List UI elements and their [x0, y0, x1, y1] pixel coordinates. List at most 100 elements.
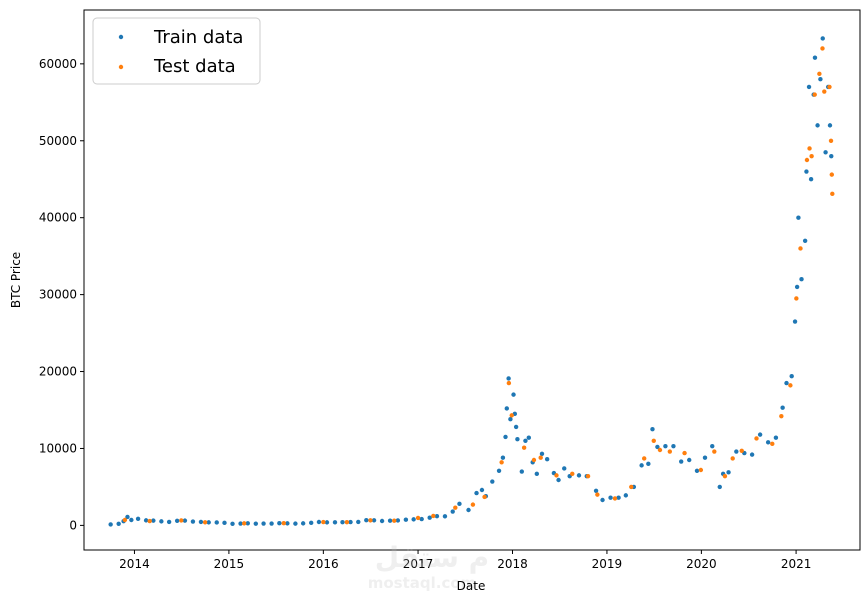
train-data-point [238, 521, 243, 526]
test-data-point [415, 515, 421, 521]
x-axis-label: Date [457, 579, 486, 593]
x-tick-label: 2019 [592, 557, 623, 571]
train-data-point [511, 392, 516, 397]
train-data-point [508, 417, 513, 422]
train-data-point [442, 514, 448, 519]
test-data-series [122, 46, 835, 526]
train-data-point [395, 518, 401, 523]
test-data-point [392, 518, 397, 523]
train-data-point [159, 519, 164, 524]
train-data-point [300, 521, 306, 526]
train-data-point [616, 495, 621, 500]
train-data-point [450, 509, 455, 514]
test-data-point [147, 518, 152, 524]
watermark-text: mostaql.com [368, 574, 477, 592]
y-tick-label: 10000 [39, 441, 77, 455]
watermark-logo-glyphs: م ستقل [375, 541, 489, 574]
test-data-point [779, 413, 784, 419]
train-data-point [182, 518, 188, 523]
x-tick-label: 2017 [403, 557, 434, 571]
train-data-point [679, 459, 684, 464]
train-data-point [474, 490, 479, 496]
train-data-point [523, 438, 528, 443]
train-data-point [792, 319, 798, 324]
train-data-series [108, 36, 834, 527]
train-data-point [285, 521, 290, 526]
test-data-point [122, 517, 128, 523]
train-data-point [576, 473, 582, 478]
x-tick-label: 2018 [497, 557, 528, 571]
train-data-point [806, 84, 812, 90]
train-data-point [379, 518, 385, 524]
plot-area-frame [83, 9, 861, 551]
train-data-point [773, 435, 779, 440]
legend-label-test: Test data [153, 56, 236, 77]
train-data-point [820, 36, 825, 41]
train-data-point [646, 461, 651, 467]
x-tick-label: 2015 [214, 557, 245, 571]
train-data-point [129, 517, 134, 523]
test-data-point [344, 519, 350, 525]
test-data-point [822, 89, 827, 94]
x-tick-label: 2016 [308, 557, 339, 571]
test-data-point [538, 455, 543, 460]
test-data-point [241, 521, 247, 526]
test-data-point [807, 146, 812, 151]
train-data-point [726, 470, 731, 475]
legend-box [92, 17, 261, 85]
train-data-point [479, 487, 485, 493]
train-data-point [593, 488, 599, 493]
test-data-point [722, 473, 728, 479]
train-data-point [324, 520, 330, 525]
train-data-point [427, 515, 432, 520]
train-data-point [818, 77, 823, 82]
legend-marker-train [118, 34, 124, 40]
test-data-point [642, 456, 647, 461]
train-data-point [277, 520, 282, 526]
train-data-point [269, 521, 274, 526]
train-data-point [544, 457, 550, 462]
train-data-point [506, 376, 511, 381]
train-data-point [655, 444, 660, 450]
test-data-point [612, 496, 618, 501]
train-data-point [206, 520, 211, 525]
train-data-point [765, 440, 771, 445]
test-data-point [828, 138, 834, 143]
watermark-logo: م ستقل mostaql.com [368, 541, 489, 592]
x-tick-label: 2014 [119, 557, 150, 571]
train-data-point [174, 518, 180, 523]
test-data-point [794, 296, 799, 301]
train-data-point [600, 497, 605, 503]
train-data-point [734, 449, 739, 454]
y-axis-label: BTC Price [9, 252, 23, 308]
train-data-point [749, 452, 755, 457]
train-data-point [804, 169, 809, 174]
test-data-point [830, 191, 835, 197]
train-data-point [490, 479, 495, 484]
test-data-point [470, 502, 476, 507]
test-data-point [531, 457, 537, 463]
train-data-point [717, 484, 722, 490]
train-data-point [125, 514, 130, 520]
x-tick-label: 2020 [686, 557, 717, 571]
train-data-point [539, 451, 545, 457]
train-data-point [710, 443, 715, 449]
test-data-point [202, 520, 208, 525]
train-data-point [808, 177, 814, 182]
train-data-point [245, 521, 250, 526]
train-data-point [794, 284, 800, 290]
train-data-point [387, 518, 393, 523]
test-data-point [499, 460, 504, 465]
test-data-point [812, 92, 817, 97]
train-data-point [650, 427, 655, 432]
legend-marker-test [118, 64, 124, 70]
test-data-point [554, 473, 559, 478]
test-data-point [798, 246, 803, 251]
train-data-point [757, 432, 763, 437]
test-data-point [431, 513, 436, 519]
test-data-point [667, 449, 673, 454]
y-tick-label: 30000 [39, 288, 77, 302]
test-data-point [827, 84, 832, 90]
test-data-point [509, 413, 514, 418]
train-data-point [500, 455, 506, 460]
